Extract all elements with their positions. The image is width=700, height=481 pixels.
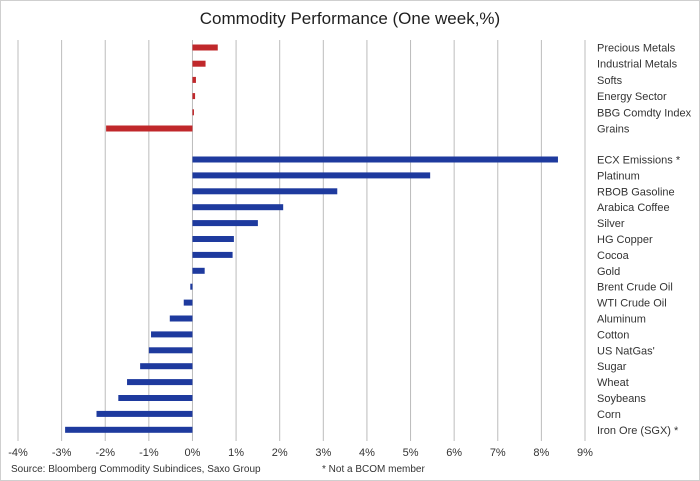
x-tick-label: 1% bbox=[228, 447, 244, 459]
commodity-bar bbox=[140, 363, 193, 370]
commodity-bar bbox=[192, 204, 284, 211]
commodity-bar bbox=[148, 347, 193, 354]
sector-bar bbox=[192, 109, 194, 116]
category-label: HG Copper bbox=[597, 234, 653, 246]
category-label: RBOB Gasoline bbox=[597, 186, 675, 198]
commodity-bar bbox=[183, 299, 193, 306]
commodity-bar bbox=[190, 283, 193, 290]
category-label: BBG Comdty Index bbox=[597, 107, 692, 119]
commodity-bar bbox=[192, 267, 205, 274]
category-label: Energy Sector bbox=[597, 91, 667, 103]
category-label: Cocoa bbox=[597, 250, 630, 262]
x-tick-label: 7% bbox=[490, 447, 506, 459]
x-tick-label: 4% bbox=[359, 447, 375, 459]
x-tick-label: -2% bbox=[95, 447, 115, 459]
category-label: US NatGas' bbox=[597, 345, 655, 357]
x-tick-label: -1% bbox=[139, 447, 159, 459]
x-tick-label: 9% bbox=[577, 447, 593, 459]
sector-bar bbox=[192, 60, 206, 67]
chart-title: Commodity Performance (One week,%) bbox=[200, 9, 500, 28]
commodity-bar bbox=[192, 236, 234, 242]
category-label: Industrial Metals bbox=[597, 59, 678, 71]
commodity-bar bbox=[169, 315, 193, 322]
source-note: Source: Bloomberg Commodity Subindices, … bbox=[11, 464, 261, 475]
commodity-bar bbox=[192, 172, 431, 179]
x-axis-ticks: -4% -3% -2% -1% 0% 1% 2% 3% 4% 5% 6% 7% 8% 9% bbox=[8, 447, 593, 459]
commodity-bar bbox=[127, 379, 193, 386]
category-label: Platinum bbox=[597, 170, 640, 182]
category-label: Sugar bbox=[597, 361, 627, 373]
x-tick-label: 8% bbox=[533, 447, 549, 459]
x-tick-label: 0% bbox=[185, 447, 201, 459]
category-label: Wheat bbox=[597, 377, 629, 389]
commodity-bar bbox=[151, 331, 193, 338]
sector-bar bbox=[192, 76, 196, 83]
bcom-note: * Not a BCOM member bbox=[322, 464, 425, 475]
category-label: Gold bbox=[597, 266, 620, 278]
bar-layer bbox=[65, 44, 558, 433]
category-label: Corn bbox=[597, 409, 621, 421]
commodity-bar bbox=[118, 395, 193, 401]
commodity-bar bbox=[65, 426, 193, 433]
x-tick-label: 3% bbox=[315, 447, 331, 459]
category-label: Brent Crude Oil bbox=[597, 282, 673, 294]
sector-bar bbox=[106, 125, 193, 132]
category-label: Cotton bbox=[597, 329, 629, 341]
category-label: Softs bbox=[597, 75, 623, 87]
x-tick-label: -4% bbox=[8, 447, 28, 459]
grid-layer bbox=[17, 40, 586, 441]
commodity-bar bbox=[192, 220, 258, 227]
commodity-bar bbox=[192, 251, 233, 258]
x-tick-label: 2% bbox=[272, 447, 288, 459]
category-label: Soybeans bbox=[597, 393, 646, 405]
category-label: WTI Crude Oil bbox=[597, 298, 667, 310]
sector-bar bbox=[192, 93, 196, 100]
commodity-bar bbox=[96, 410, 193, 417]
x-tick-label: -3% bbox=[52, 447, 72, 459]
category-label: Precious Metals bbox=[597, 43, 676, 55]
category-label: ECX Emissions * bbox=[597, 155, 681, 167]
x-tick-label: 6% bbox=[446, 447, 462, 459]
category-label: Iron Ore (SGX) * bbox=[597, 425, 679, 437]
category-labels: Precious Metals Industrial Metals Softs Ene… bbox=[597, 43, 692, 437]
sector-bar bbox=[192, 44, 218, 51]
commodity-bar bbox=[192, 188, 338, 195]
commodity-bar bbox=[192, 156, 558, 163]
x-tick-label: 5% bbox=[403, 447, 419, 459]
category-label: Grains bbox=[597, 124, 630, 136]
category-label: Arabica Coffee bbox=[597, 202, 670, 214]
category-label: Aluminum bbox=[597, 314, 646, 326]
category-label: Silver bbox=[597, 218, 625, 230]
